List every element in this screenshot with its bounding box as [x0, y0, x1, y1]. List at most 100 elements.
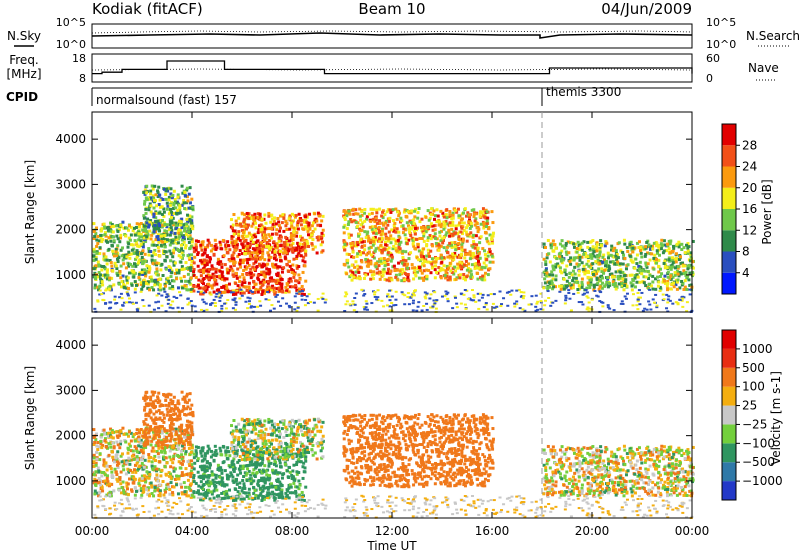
- power-cell: [121, 254, 124, 257]
- power-cell: [412, 302, 415, 304]
- velocity-cell: [177, 447, 180, 450]
- power-cell: [115, 250, 118, 253]
- power-cell: [632, 293, 635, 295]
- power-cell: [149, 192, 152, 195]
- power-cell: [267, 233, 270, 236]
- velocity-cell: [121, 460, 124, 463]
- power-cell: [132, 252, 135, 255]
- power-cell: [481, 266, 484, 269]
- velocity-cell: [188, 447, 191, 450]
- power-cell: [256, 277, 259, 280]
- power-cell: [357, 271, 360, 274]
- power-cell: [477, 308, 480, 310]
- velocity-cell: [159, 492, 162, 495]
- power-cell: [317, 298, 320, 300]
- power-cell: [430, 207, 433, 210]
- power-cell: [130, 233, 133, 236]
- power-cell: [279, 227, 282, 230]
- power-cell: [310, 242, 313, 245]
- power-cell: [400, 279, 403, 282]
- power-cell: [169, 187, 172, 190]
- power-cell: [297, 252, 300, 255]
- power-cell: [246, 258, 249, 261]
- power-cell: [195, 243, 198, 246]
- power-cell: [351, 279, 354, 282]
- power-cell: [487, 294, 490, 296]
- power-cell: [214, 302, 217, 304]
- power-cell: [675, 252, 678, 255]
- power-cell: [412, 277, 415, 280]
- power-cell: [585, 289, 588, 291]
- power-colorbar-label: 24: [742, 160, 757, 174]
- power-cell: [445, 208, 448, 211]
- power-cell: [408, 303, 411, 305]
- power-cell: [219, 244, 222, 247]
- power-cell: [246, 289, 249, 292]
- power-cell: [651, 288, 654, 291]
- power-cell: [206, 244, 209, 247]
- power-cell: [155, 220, 158, 223]
- power-cell: [560, 288, 563, 291]
- power-cell: [101, 283, 104, 286]
- power-cell: [534, 306, 537, 308]
- power-cell: [355, 221, 358, 224]
- power-cell: [181, 268, 184, 271]
- power-cell: [429, 250, 432, 253]
- power-cell: [127, 287, 130, 290]
- power-cell: [263, 231, 266, 234]
- power-cell: [373, 291, 376, 293]
- power-cell: [152, 262, 155, 265]
- power-cell: [449, 269, 452, 272]
- power-cell: [630, 285, 633, 288]
- power-cell: [536, 301, 539, 303]
- power-cell: [187, 280, 190, 283]
- velocity-cell: [101, 489, 104, 492]
- power-cell: [490, 210, 493, 213]
- power-cell: [259, 228, 262, 231]
- power-cell: [211, 268, 214, 271]
- power-cell: [264, 234, 267, 237]
- power-cell: [548, 273, 551, 276]
- power-cell: [471, 289, 474, 291]
- power-cell: [455, 303, 458, 305]
- power-cell: [306, 295, 309, 297]
- power-cell: [484, 253, 487, 256]
- power-cell: [271, 233, 274, 236]
- velocity-cell: [115, 473, 118, 476]
- velocity-cell: [113, 460, 116, 463]
- velocity-cell: [110, 467, 113, 470]
- power-cell: [515, 290, 518, 292]
- power-cell: [401, 256, 404, 259]
- velocity-cell: [156, 480, 159, 483]
- power-cell: [406, 276, 409, 279]
- power-cell: [422, 232, 425, 235]
- power-cell: [513, 303, 516, 305]
- power-cell: [210, 294, 213, 296]
- power-cell: [620, 303, 623, 305]
- velocity-cell: [142, 451, 145, 454]
- power-cell: [363, 293, 366, 295]
- power-cell: [121, 297, 124, 299]
- power-cell: [607, 304, 610, 306]
- power-cell: [109, 240, 112, 243]
- power-cell: [631, 247, 634, 250]
- power-cell: [165, 296, 168, 298]
- power-cell: [655, 262, 658, 265]
- power-cell: [573, 246, 576, 249]
- power-cell: [666, 301, 669, 303]
- velocity-cell: [191, 446, 194, 449]
- velocity-cell: [169, 449, 172, 452]
- power-cell: [274, 245, 277, 248]
- power-cell: [416, 217, 419, 220]
- power-cell: [680, 280, 683, 283]
- power-cell: [115, 235, 118, 238]
- power-cell: [575, 277, 578, 280]
- velocity-cell: [148, 473, 151, 476]
- power-cell: [357, 213, 360, 216]
- power-cell: [386, 304, 389, 306]
- freq-label-line2: [MHz]: [6, 67, 41, 81]
- power-cell: [528, 304, 531, 306]
- power-cell: [623, 284, 626, 287]
